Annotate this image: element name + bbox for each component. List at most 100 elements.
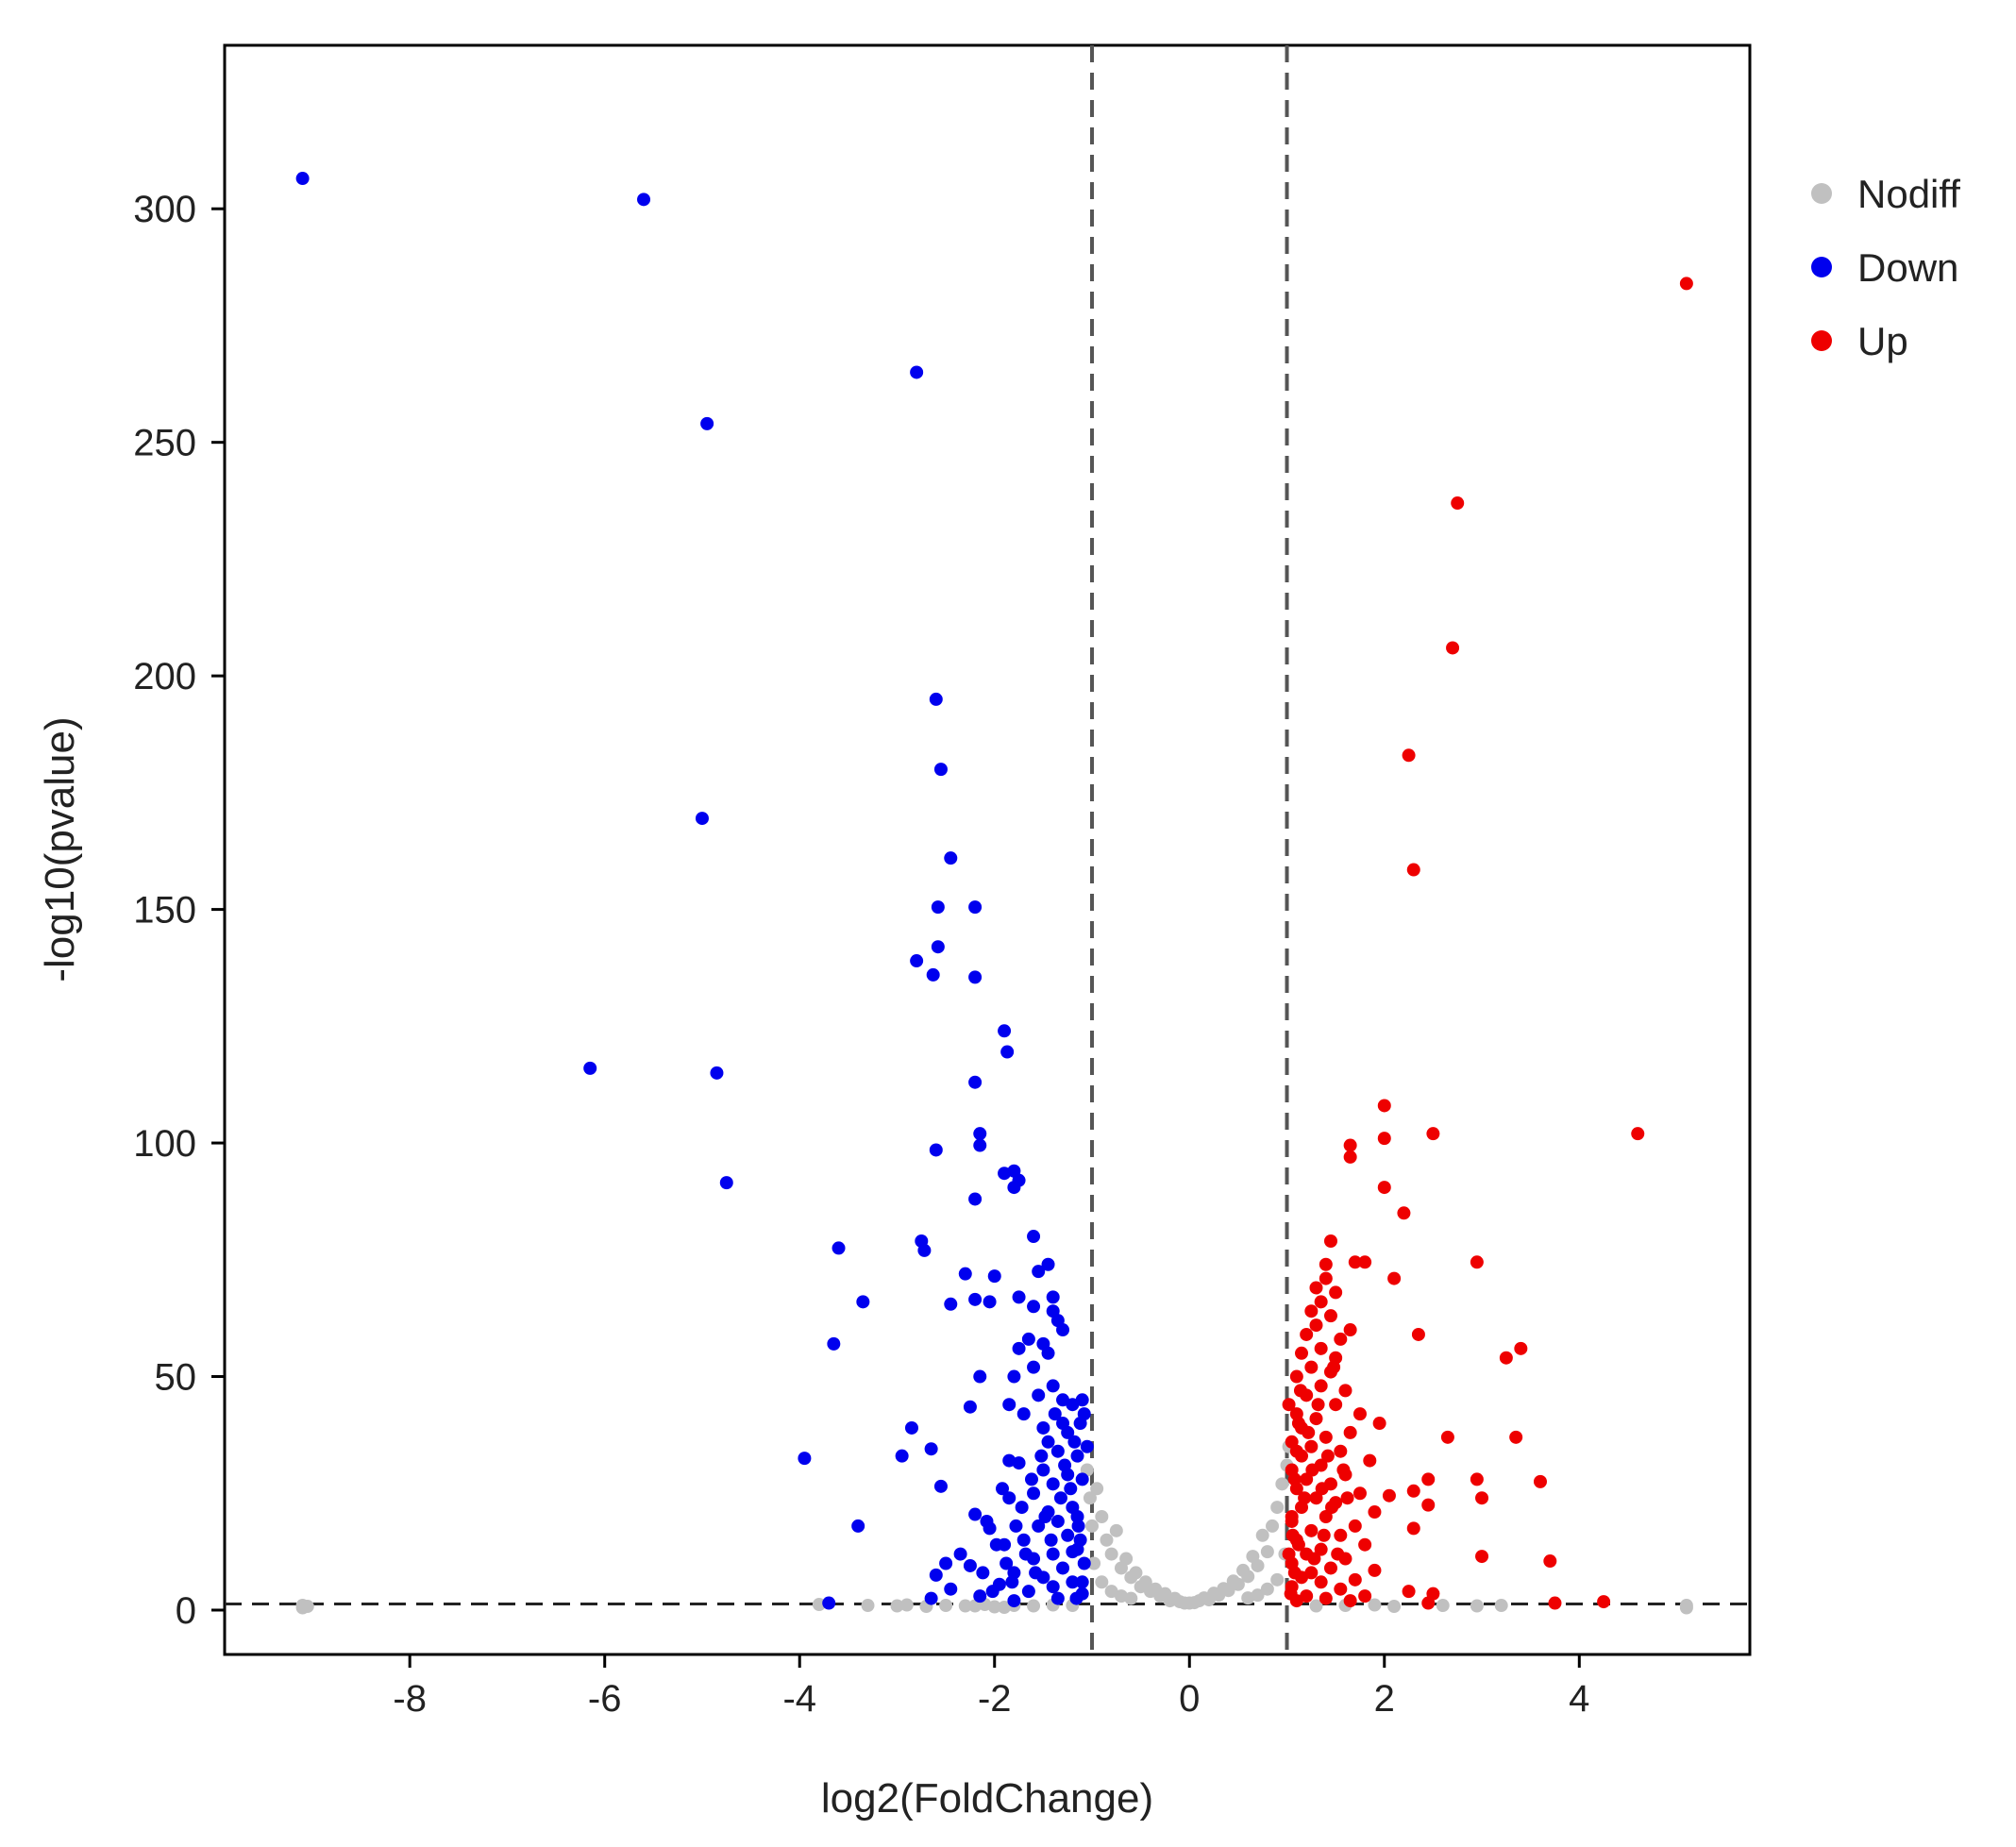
point-up xyxy=(1406,1484,1420,1498)
point-up xyxy=(1307,1552,1321,1566)
point-up xyxy=(1314,1575,1328,1589)
point-down xyxy=(1066,1545,1080,1559)
point-down xyxy=(953,1547,967,1561)
point-down xyxy=(1066,1575,1080,1589)
point-up xyxy=(1291,1417,1305,1431)
point-down xyxy=(1007,1369,1021,1384)
point-down xyxy=(1046,1547,1060,1561)
point-down xyxy=(851,1519,865,1533)
point-down xyxy=(827,1336,841,1351)
point-down xyxy=(1016,1407,1031,1421)
point-up xyxy=(1304,1360,1319,1374)
point-down xyxy=(968,970,983,984)
point-down xyxy=(637,193,651,207)
point-up xyxy=(1285,1509,1299,1523)
point-up xyxy=(1451,496,1465,511)
point-up xyxy=(1304,1439,1319,1453)
point-up xyxy=(1334,1528,1348,1542)
point-down xyxy=(1070,1449,1084,1463)
point-up xyxy=(1377,1181,1391,1195)
point-down xyxy=(1027,1230,1041,1244)
point-down xyxy=(987,1269,1001,1284)
point-up xyxy=(1514,1341,1528,1355)
point-down xyxy=(1038,1509,1052,1523)
point-down xyxy=(939,1556,953,1570)
point-up xyxy=(1358,1537,1372,1552)
point-down xyxy=(929,692,943,706)
point-up xyxy=(1382,1488,1396,1503)
legend-label-nodiff: Nodiff xyxy=(1857,172,1960,216)
legend-marker-up xyxy=(1811,330,1832,351)
point-down xyxy=(958,1267,972,1281)
point-up xyxy=(1323,1561,1337,1575)
point-up xyxy=(1334,1582,1348,1596)
point-up xyxy=(1289,1444,1303,1458)
point-down xyxy=(924,1442,938,1456)
point-down xyxy=(1009,1519,1023,1533)
point-down xyxy=(1067,1435,1082,1449)
point-nodiff xyxy=(1251,1558,1265,1572)
point-down xyxy=(1005,1575,1019,1589)
point-down xyxy=(963,1400,977,1414)
point-nodiff xyxy=(939,1599,953,1613)
point-up xyxy=(1323,1309,1337,1323)
point-nodiff xyxy=(1470,1599,1484,1613)
y-tick-label: 0 xyxy=(176,1590,196,1632)
point-down xyxy=(924,1591,938,1605)
point-up xyxy=(1352,1486,1367,1501)
point-down xyxy=(1007,1594,1021,1608)
point-up xyxy=(1358,1589,1372,1604)
point-down xyxy=(1036,1463,1050,1477)
point-up xyxy=(1304,1304,1319,1318)
point-down xyxy=(1044,1533,1058,1547)
point-up xyxy=(1402,1585,1416,1599)
point-down xyxy=(798,1452,812,1466)
point-up xyxy=(1397,1206,1411,1220)
point-up xyxy=(1327,1360,1341,1374)
point-down xyxy=(1041,1257,1055,1271)
point-up xyxy=(1358,1255,1372,1269)
point-up xyxy=(1377,1132,1391,1146)
y-tick-label: 50 xyxy=(155,1357,197,1399)
point-down xyxy=(1061,1528,1075,1542)
y-axis-title: -log10(pvalue) xyxy=(37,716,83,982)
x-tick-label: 4 xyxy=(1569,1678,1589,1720)
point-up xyxy=(1402,748,1416,763)
point-nodiff xyxy=(987,1600,1001,1614)
point-up xyxy=(1372,1417,1386,1431)
point-down xyxy=(926,967,940,982)
point-nodiff xyxy=(1124,1591,1138,1605)
point-up xyxy=(1343,1323,1357,1337)
point-nodiff xyxy=(1679,1599,1693,1613)
point-nodiff xyxy=(899,1598,914,1612)
point-down xyxy=(1002,1398,1016,1412)
point-nodiff xyxy=(1260,1582,1274,1596)
point-down xyxy=(904,1420,918,1435)
point-down xyxy=(1075,1393,1089,1407)
x-tick-label: -8 xyxy=(393,1678,427,1720)
point-up xyxy=(1499,1351,1513,1365)
point-down xyxy=(1050,1591,1065,1605)
point-down xyxy=(1053,1491,1067,1505)
x-tick-label: 2 xyxy=(1374,1678,1395,1720)
point-down xyxy=(944,851,958,865)
point-down xyxy=(1021,1332,1035,1346)
legend-marker-nodiff xyxy=(1811,183,1832,204)
point-nodiff xyxy=(1270,1501,1285,1515)
point-down xyxy=(1016,1533,1031,1547)
point-down xyxy=(968,1192,983,1206)
point-down xyxy=(989,1537,1003,1552)
point-up xyxy=(1470,1472,1484,1486)
point-down xyxy=(1000,1556,1014,1570)
point-up xyxy=(1282,1398,1296,1412)
point-nodiff xyxy=(1309,1599,1323,1613)
point-down xyxy=(1021,1585,1035,1599)
point-down xyxy=(931,940,945,954)
point-down xyxy=(1077,1556,1091,1570)
x-axis-title: log2(FoldChange) xyxy=(821,1775,1153,1822)
point-down xyxy=(1027,1360,1041,1374)
point-down xyxy=(963,1558,977,1572)
point-down xyxy=(973,1589,987,1604)
point-up xyxy=(1343,1150,1357,1164)
